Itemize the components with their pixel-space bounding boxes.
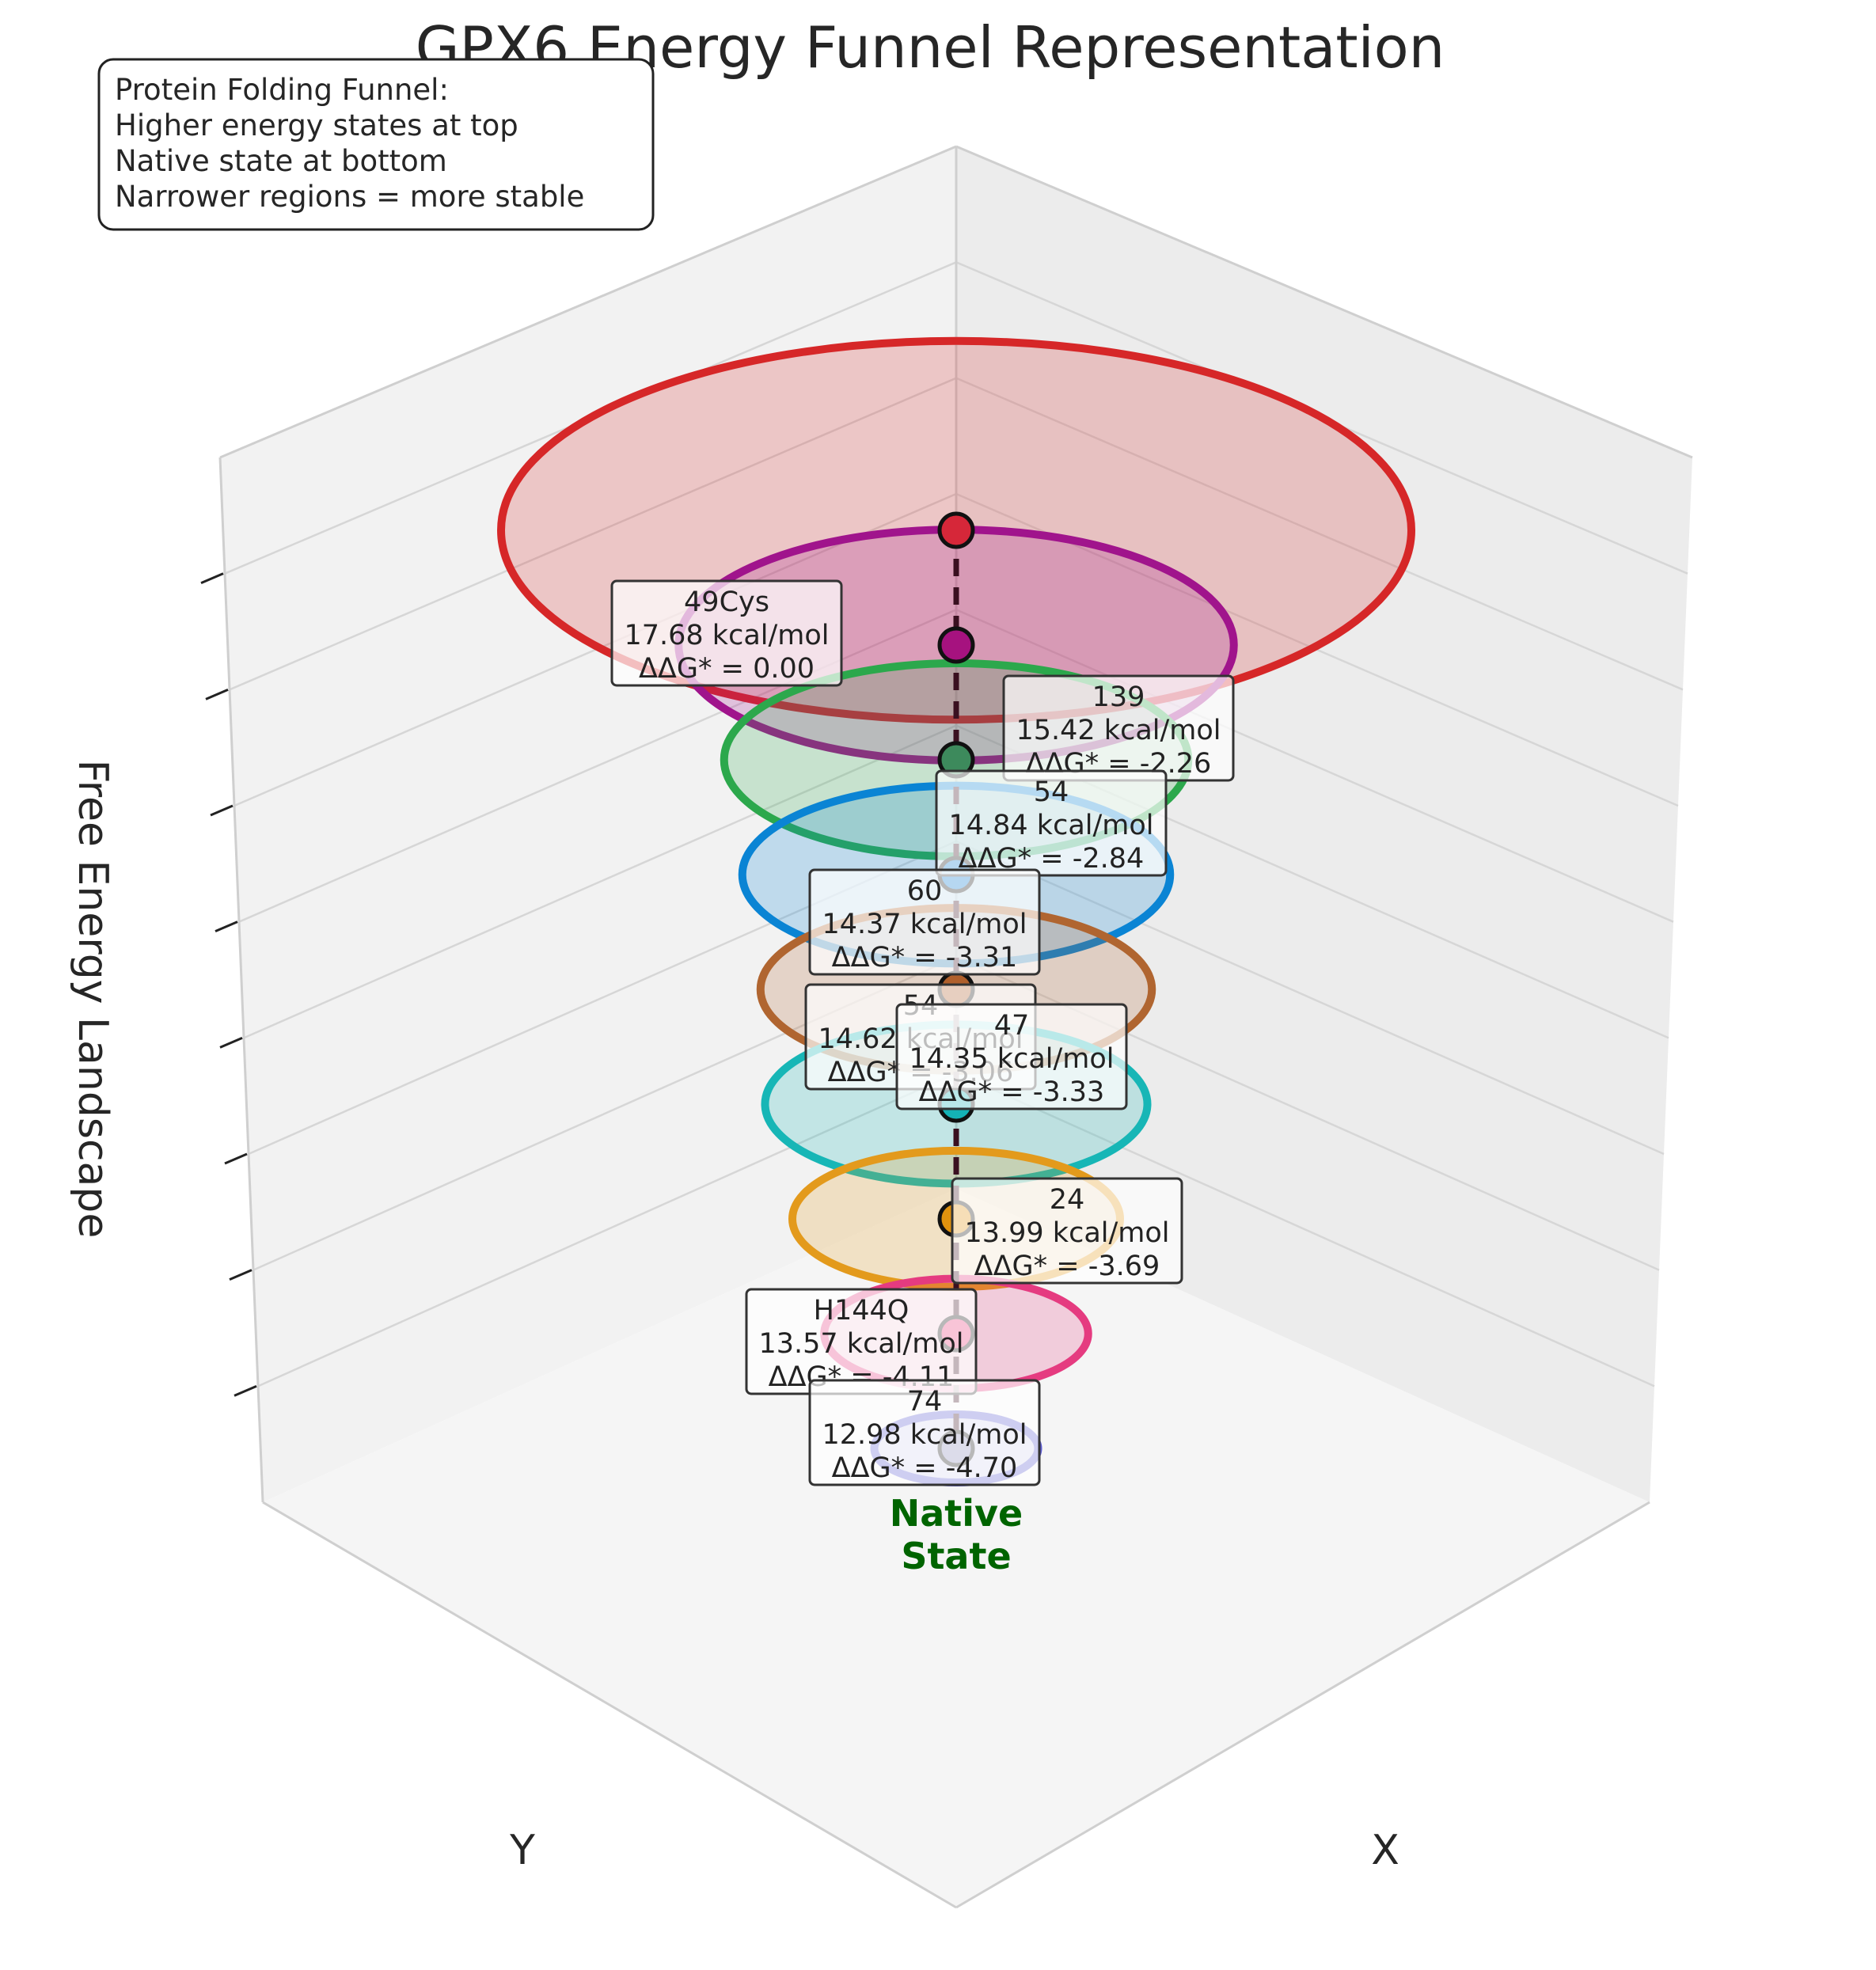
z-tick bbox=[210, 804, 234, 817]
annotation-name: H144Q bbox=[814, 1295, 910, 1327]
x-axis-label: X bbox=[1371, 1827, 1399, 1874]
annotation-energy: 15.42 kcal/mol bbox=[1016, 715, 1221, 746]
gridline-left bbox=[243, 724, 957, 1039]
annotation-ddg: ΔΔG* = -3.33 bbox=[919, 1076, 1105, 1108]
level-marker bbox=[937, 511, 975, 549]
z-tick bbox=[200, 572, 224, 585]
left-pane bbox=[220, 146, 956, 1502]
legend-line-4: Narrower regions = more stable bbox=[115, 180, 584, 214]
gridline-right bbox=[955, 1072, 1655, 1387]
gridline-right bbox=[955, 840, 1665, 1156]
annotation-frame bbox=[935, 769, 1168, 877]
annotation-energy: 13.57 kcal/mol bbox=[758, 1328, 963, 1360]
z-ticks bbox=[200, 572, 257, 1397]
z-tick bbox=[234, 1384, 257, 1397]
annotation-energy: 14.35 kcal/mol bbox=[909, 1043, 1114, 1075]
annotation-ddg: ΔΔG* = 0.00 bbox=[639, 653, 815, 685]
annotation-name: 139 bbox=[1092, 681, 1145, 713]
z-tick bbox=[215, 920, 238, 933]
axes-panes bbox=[200, 145, 1693, 1909]
right-pane bbox=[956, 146, 1692, 1502]
z-tick bbox=[219, 1036, 243, 1049]
annotation-frame bbox=[610, 579, 843, 687]
native-state-label-line2: State bbox=[901, 1535, 1011, 1577]
annotation-ddg: ΔΔG* = -4.70 bbox=[832, 1452, 1018, 1484]
z-tick bbox=[224, 1152, 248, 1165]
annotation-energy: 12.98 kcal/mol bbox=[822, 1419, 1027, 1451]
level-marker bbox=[937, 626, 975, 664]
z-axis-label: Free Energy Landscape bbox=[69, 760, 116, 1239]
annotation-ddg: ΔΔG* = -3.31 bbox=[832, 942, 1018, 974]
annotation-frame bbox=[951, 1177, 1183, 1285]
annotation-name: 74 bbox=[907, 1386, 943, 1418]
legend-line-1: Protein Folding Funnel: bbox=[115, 73, 449, 107]
annotation-name: 47 bbox=[994, 1010, 1030, 1042]
annotation-energy: 17.68 kcal/mol bbox=[624, 620, 829, 651]
floor-pane bbox=[263, 1189, 1650, 1907]
gridline-right bbox=[955, 609, 1674, 923]
annotation-frame bbox=[895, 1003, 1128, 1110]
native-state-label-line1: Native bbox=[890, 1492, 1023, 1535]
legend-line-2: Higher energy states at top bbox=[115, 108, 518, 142]
annotation-name: 49Cys bbox=[684, 586, 769, 618]
annotation-ddg: ΔΔG* = -3.69 bbox=[974, 1251, 1160, 1282]
annotation-name: 60 bbox=[907, 875, 943, 907]
annotation-energy: 13.99 kcal/mol bbox=[964, 1217, 1169, 1249]
z-tick bbox=[205, 688, 229, 700]
gridline-left bbox=[229, 377, 957, 691]
gridline-right bbox=[955, 377, 1684, 691]
annotation-energy: 14.84 kcal/mol bbox=[948, 810, 1153, 841]
annotation-energy: 14.37 kcal/mol bbox=[822, 909, 1027, 940]
z-tick bbox=[229, 1269, 253, 1281]
annotation-frame bbox=[808, 868, 1041, 976]
gridline-left bbox=[257, 1072, 957, 1387]
annotation-name: 24 bbox=[1050, 1184, 1085, 1216]
legend-box: Protein Folding Funnel: Higher energy st… bbox=[97, 58, 655, 231]
legend-line-3: Native state at bottom bbox=[115, 144, 447, 178]
annotation-name: 54 bbox=[1034, 776, 1069, 808]
y-axis-label: Y bbox=[509, 1827, 535, 1874]
annotation-frame bbox=[808, 1379, 1041, 1486]
